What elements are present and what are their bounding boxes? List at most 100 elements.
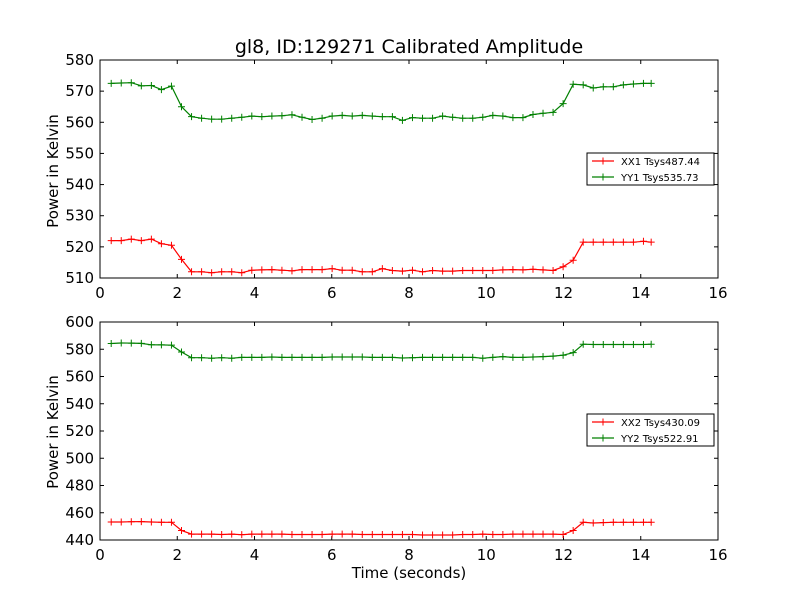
- top-plot-data-point: [469, 267, 477, 275]
- bottom-plot-data-point: [469, 353, 477, 361]
- top-plot-data-point: [388, 267, 396, 275]
- bottom-plot-data-point: [358, 531, 366, 539]
- bottom-plot-data-point: [439, 353, 447, 361]
- top-plot-data-point: [348, 112, 356, 120]
- top-plot-xtick-label: 0: [95, 284, 105, 302]
- bottom-plot-data-point: [479, 530, 487, 538]
- top-plot-data-point: [639, 237, 647, 245]
- top-plot-data-point: [288, 111, 296, 119]
- bottom-plot-ytick-label: 600: [65, 313, 94, 331]
- bottom-plot-data-point: [238, 353, 246, 361]
- bottom-plot-data-point: [388, 353, 396, 361]
- top-plot-data-point: [408, 266, 416, 274]
- bottom-plot-data-point: [398, 531, 406, 539]
- top-plot-data-point: [619, 238, 627, 246]
- bottom-plot-xtick-label: 16: [708, 546, 727, 564]
- top-plot-ytick-label: 580: [65, 51, 94, 69]
- bottom-plot-data-point: [198, 354, 206, 362]
- bottom-plot-data-point: [449, 353, 457, 361]
- bottom-plot-data-point: [569, 349, 577, 357]
- bottom-plot-series-1: [107, 518, 655, 539]
- bottom-plot-data-point: [157, 341, 165, 349]
- top-plot-data-point: [469, 114, 477, 122]
- bottom-plot-data-point: [559, 351, 567, 359]
- bottom-plot-data-point: [238, 531, 246, 539]
- top-plot-data-point: [338, 266, 346, 274]
- top-plot-data-point: [609, 83, 617, 91]
- top-plot-ytick-label: 520: [65, 238, 94, 256]
- top-plot-data-point: [298, 113, 306, 121]
- top-plot-data-point: [549, 267, 557, 275]
- top-plot-data-point: [589, 238, 597, 246]
- bottom-plot-data-point: [107, 340, 115, 348]
- top-plot-data-point: [157, 240, 165, 248]
- top-plot-xtick-label: 14: [631, 284, 650, 302]
- bottom-plot-data-point: [117, 339, 125, 347]
- bottom-plot-data-point: [368, 353, 376, 361]
- top-plot-ytick-labels: 510 520 530 540 550 560 570 580: [65, 51, 94, 287]
- bottom-plot-data-point: [549, 530, 557, 538]
- bottom-plot-xlabel: Time (seconds): [351, 564, 467, 582]
- bottom-plot-xtick-label: 0: [95, 546, 105, 564]
- top-plot-data-point: [539, 109, 547, 117]
- chart-title: gl8, ID:129271 Calibrated Amplitude: [235, 36, 583, 58]
- bottom-plot-data-point: [248, 530, 256, 538]
- top-plot-data-point: [509, 266, 517, 274]
- bottom-plot-data-point: [599, 519, 607, 527]
- bottom-plot-data-point: [599, 340, 607, 348]
- top-plot-data-point: [398, 267, 406, 275]
- top-plot-data-point: [127, 235, 135, 243]
- legend-marker: [599, 434, 607, 442]
- bottom-plot-data-point: [499, 531, 507, 539]
- bottom-plot-xtick-label: 6: [327, 546, 337, 564]
- top-plot-data-point: [459, 114, 467, 122]
- bottom-plot-data-point: [459, 531, 467, 539]
- top-plot-data-point: [449, 113, 457, 121]
- top-plot-data-point: [579, 238, 587, 246]
- top-plot-xtick-labels: 0 2 4 6 8 10 12 14 16: [95, 284, 727, 302]
- top-plot-data-point: [278, 112, 286, 120]
- top-plot-data-point: [599, 238, 607, 246]
- top-plot-data-point: [147, 235, 155, 243]
- bottom-plot: Power in Kelvin Time (seconds) 0 2 4 6 8 10 12…: [44, 313, 728, 582]
- bottom-plot-data-point: [137, 339, 145, 347]
- top-plot-data-point: [338, 111, 346, 119]
- bottom-plot-data-point: [378, 353, 386, 361]
- bottom-plot-data-point: [157, 518, 165, 526]
- bottom-plot-data-point: [188, 354, 196, 362]
- top-plot-data-point: [147, 82, 155, 90]
- bottom-plot-data-point: [489, 531, 497, 539]
- bottom-plot-data-point: [117, 518, 125, 526]
- bottom-plot-data-point: [268, 353, 276, 361]
- bottom-plot-data-point: [619, 518, 627, 526]
- bottom-plot-data-point: [348, 353, 356, 361]
- top-plot-xtick-label: 12: [554, 284, 573, 302]
- top-plot-data-point: [599, 83, 607, 91]
- bottom-plot-data-point: [479, 354, 487, 362]
- bottom-plot-xtick-labels: 0 2 4 6 8 10 12 14 16: [95, 546, 727, 564]
- bottom-plot-data-point: [167, 518, 175, 526]
- top-plot-xtick-label: 8: [404, 284, 414, 302]
- top-plot-data-point: [539, 266, 547, 274]
- bottom-plot-xtick-label: 12: [554, 546, 573, 564]
- top-plot-data-point: [137, 82, 145, 90]
- bottom-plot-data-point: [519, 353, 527, 361]
- top-plot-data-point: [328, 112, 336, 120]
- bottom-plot-data-point: [539, 530, 547, 538]
- top-plot-data-point: [489, 267, 497, 275]
- bottom-plot-legend: XX2 Tsys430.09 YY2 Tsys522.91: [586, 413, 715, 447]
- bottom-plot-data-point: [358, 353, 366, 361]
- top-plot-data-point: [499, 266, 507, 274]
- bottom-plot-data-point: [268, 530, 276, 538]
- top-plot-data-point: [579, 81, 587, 89]
- top-plot-xtick-label: 10: [477, 284, 496, 302]
- bottom-plot-ytick-label: 460: [65, 504, 94, 522]
- bottom-plot-data-point: [368, 531, 376, 539]
- top-plot-data-point: [268, 266, 276, 274]
- legend-marker: [599, 157, 607, 165]
- top-plot-data-point: [157, 86, 165, 94]
- bottom-plot-ytick-label: 500: [65, 449, 94, 467]
- bottom-plot-data-point: [619, 340, 627, 348]
- top-plot: Power in Kelvin 0 2 4 6 8 10 12 14 16 5105205305…: [44, 51, 728, 302]
